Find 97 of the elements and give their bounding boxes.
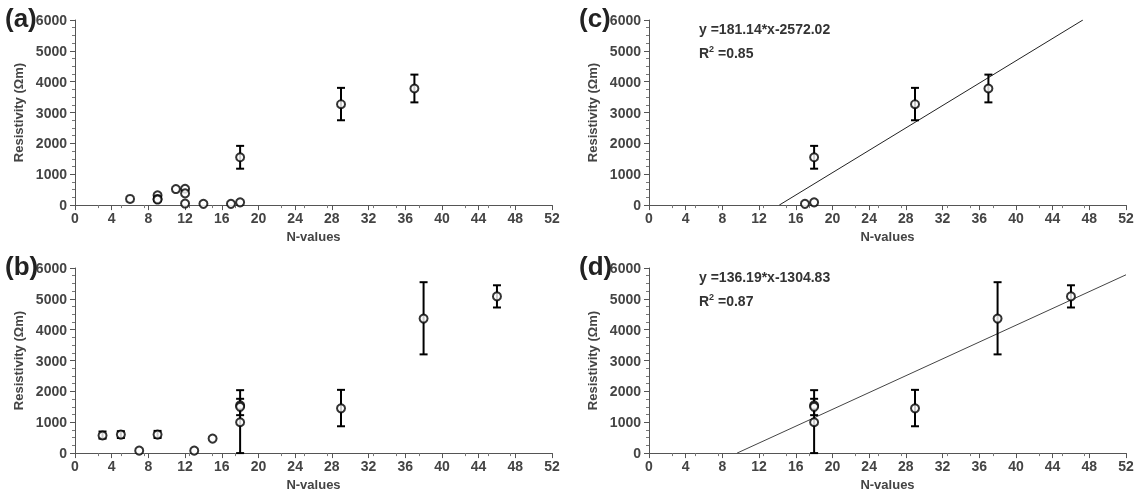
y-axis-title: Resistivity (Ωm)	[584, 62, 600, 163]
x-tick-label: 8	[144, 457, 153, 474]
y-tick-label: 6000	[35, 12, 68, 28]
x-tick-label: 0	[71, 457, 80, 474]
y-tick-label: 0	[632, 197, 641, 214]
x-tick-label: 28	[897, 210, 914, 227]
x-tick-label: 24	[860, 457, 877, 474]
x-tick-label: 36	[397, 457, 414, 474]
annotation: y =136.19*x-1304.83	[698, 268, 830, 285]
chart-title: (d)	[578, 250, 612, 281]
x-tick-label: 36	[970, 457, 987, 474]
y-tick-label: 2000	[35, 135, 68, 152]
x-tick-label: 12	[750, 210, 767, 227]
y-tick-label: 1000	[609, 166, 641, 183]
y-axis-title: Resistivity (Ωm)	[584, 310, 600, 410]
y-tick-label: 4000	[35, 321, 68, 338]
x-tick-label: 48	[507, 210, 524, 227]
y-tick-label: 4000	[35, 73, 68, 90]
y-tick-label: 2000	[35, 382, 68, 399]
y-tick-label: 6000	[609, 12, 641, 28]
y-tick-label: 6000	[35, 259, 68, 276]
x-tick-label: 16	[213, 457, 230, 474]
y-tick-label: 1000	[35, 413, 68, 430]
x-tick-label: 32	[934, 457, 951, 474]
y-tick-label: 0	[59, 197, 68, 214]
x-tick-label: 48	[1081, 457, 1097, 474]
x-tick-label: 48	[507, 457, 524, 474]
x-tick-label: 36	[397, 210, 414, 227]
x-tick-label: 44	[470, 210, 487, 227]
x-tick-label: 40	[434, 210, 450, 227]
y-tick-label: 5000	[609, 42, 641, 59]
x-tick-label: 4	[681, 210, 690, 227]
y-tick-label: 0	[632, 444, 641, 461]
x-tick-label: 32	[934, 210, 951, 227]
y-tick-label: 3000	[35, 104, 68, 121]
x-tick-label: 20	[824, 210, 840, 227]
y-axis-title: Resistivity (Ωm)	[10, 310, 26, 410]
x-tick-label: 20	[824, 457, 840, 474]
y-tick-label: 5000	[35, 42, 68, 59]
x-tick-label: 48	[1081, 210, 1097, 227]
chart-title: (c)	[578, 3, 611, 33]
y-tick-label: 0	[59, 444, 68, 461]
x-tick-label: 20	[250, 457, 267, 474]
x-tick-label: 24	[287, 210, 304, 227]
x-tick-label: 32	[360, 457, 377, 474]
x-tick-label: 0	[71, 210, 80, 227]
y-tick-label: 1000	[35, 166, 68, 183]
x-tick-label: 4	[107, 210, 116, 227]
x-tick-label: 24	[287, 457, 304, 474]
x-tick-label: 36	[970, 210, 987, 227]
x-tick-label: 52	[1117, 210, 1134, 227]
x-tick-label: 28	[324, 457, 340, 474]
y-tick-label: 2000	[609, 382, 641, 399]
y-tick-label: 4000	[609, 73, 641, 90]
y-tick-label: 3000	[35, 352, 68, 369]
x-tick-label: 40	[434, 457, 450, 474]
x-tick-label: 32	[360, 210, 377, 227]
x-tick-label: 16	[787, 210, 804, 227]
x-tick-label: 28	[324, 210, 340, 227]
x-tick-label: 40	[1007, 457, 1024, 474]
y-tick-label: 6000	[609, 259, 641, 276]
x-axis-title: N-values	[859, 229, 915, 244]
x-tick-label: 4	[107, 457, 116, 474]
x-tick-label: 8	[144, 210, 153, 227]
x-tick-label: 44	[1044, 457, 1061, 474]
y-tick-label: 1000	[609, 413, 641, 430]
x-tick-label: 52	[1117, 457, 1134, 474]
x-tick-label: 28	[897, 457, 914, 474]
x-tick-label: 40	[1007, 210, 1024, 227]
y-tick-label: 5000	[35, 290, 68, 307]
chart-title: (a)	[5, 3, 37, 33]
x-axis-title: N-values	[859, 476, 915, 492]
y-tick-label: 4000	[609, 321, 641, 338]
y-axis-title: Resistivity (Ωm)	[10, 62, 26, 163]
x-tick-label: 16	[787, 457, 804, 474]
annotation: y =181.14*x-2572.02	[698, 21, 830, 37]
x-tick-label: 12	[177, 457, 194, 474]
x-tick-label: 24	[860, 210, 877, 227]
y-tick-label: 5000	[609, 290, 641, 307]
x-axis-title: N-values	[286, 229, 341, 244]
y-tick-label: 3000	[609, 352, 641, 369]
x-tick-label: 52	[544, 457, 560, 474]
x-axis-title: N-values	[286, 476, 341, 492]
x-tick-label: 20	[250, 210, 267, 227]
x-tick-label: 4	[681, 457, 690, 474]
x-tick-label: 12	[177, 210, 194, 227]
x-tick-label: 0	[644, 210, 653, 227]
x-tick-label: 12	[750, 457, 767, 474]
x-tick-label: 8	[717, 210, 726, 227]
x-tick-label: 16	[213, 210, 230, 227]
x-tick-label: 44	[470, 457, 487, 474]
x-tick-label: 8	[717, 457, 726, 474]
x-tick-label: 52	[544, 210, 560, 227]
y-tick-label: 2000	[609, 135, 641, 152]
y-tick-label: 3000	[609, 104, 641, 121]
x-tick-label: 44	[1044, 210, 1061, 227]
x-tick-label: 0	[644, 457, 653, 474]
